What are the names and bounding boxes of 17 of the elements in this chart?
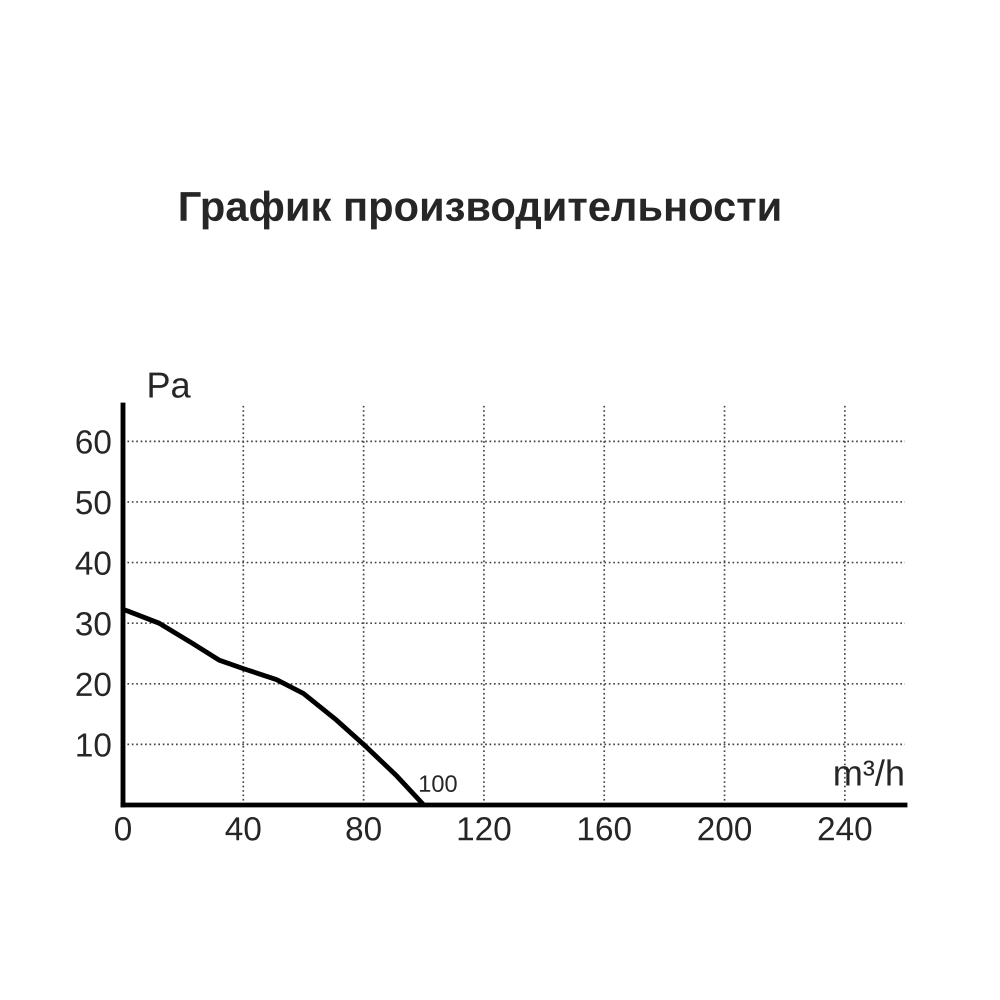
y-axis-title: Pa [149,372,191,398]
annotation: 100 [420,775,457,792]
x-tick-label: 240 [818,816,872,841]
y-tick-label: 50 [76,490,111,514]
y-tick-label: 40 [76,551,111,575]
x-axis-title: m³/h [835,759,903,786]
y-tick-label: 10 [77,733,111,757]
x-tick-label: 160 [578,816,631,841]
chart-title: График производительности [180,190,780,230]
x-tick-label: 200 [698,816,752,841]
x-tick-label: 120 [458,816,510,841]
x-tick-label: 0 [115,816,131,841]
y-tick-label: 60 [76,430,111,454]
y-tick-label: 30 [76,612,111,636]
x-tick-label: 80 [346,816,381,841]
y-tick-label: 20 [76,672,111,696]
x-tick-label: 40 [226,816,261,841]
